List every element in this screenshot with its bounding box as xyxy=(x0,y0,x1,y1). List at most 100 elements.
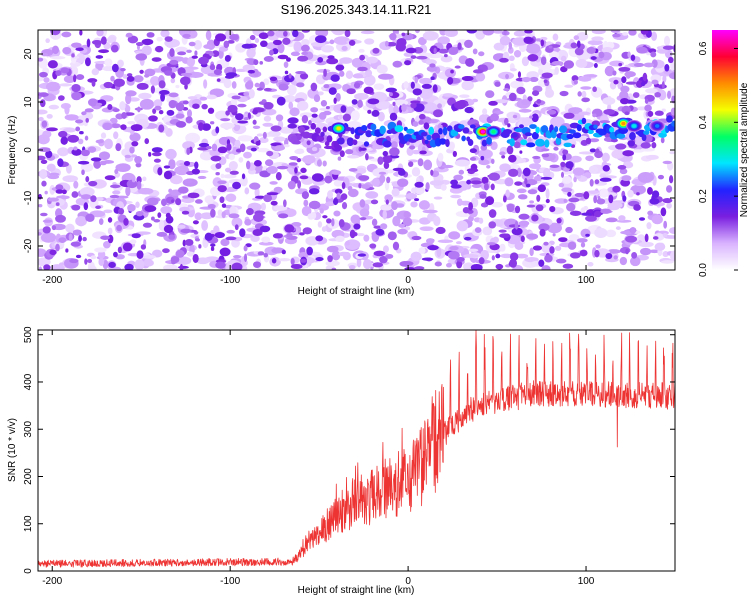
heatmap-noise-cell xyxy=(271,258,277,264)
heatmap-noise-cell xyxy=(644,104,652,112)
heatmap-noise-cell xyxy=(595,244,601,249)
heatmap-noise-cell xyxy=(63,75,76,84)
heatmap-noise-cell xyxy=(186,49,192,53)
heatmap-signal-cell xyxy=(326,135,333,143)
heatmap-noise-cell xyxy=(612,185,621,193)
heatmap-signal-cell xyxy=(641,133,647,142)
heatmap-noise-cell xyxy=(658,89,667,101)
heatmap-noise-cell xyxy=(528,163,542,170)
heatmap-noise-cell xyxy=(660,137,665,144)
heatmap-noise-cell xyxy=(221,203,227,208)
heatmap-noise-cell xyxy=(234,224,239,231)
heatmap-noise-cell xyxy=(371,218,378,227)
heatmap-y-label: Frequency (Hz) xyxy=(7,116,18,185)
heatmap-noise-cell xyxy=(590,56,597,60)
heatmap-noise-cell xyxy=(625,235,638,243)
heatmap-noise-cell xyxy=(545,198,550,204)
heatmap-noise-cell xyxy=(258,32,269,40)
heatmap-noise-cell xyxy=(478,217,484,224)
heatmap-noise-cell xyxy=(151,152,162,157)
heatmap-noise-cell xyxy=(160,92,166,102)
heatmap-noise-cell xyxy=(100,132,107,139)
heatmap-noise-cell xyxy=(576,238,588,243)
heatmap-noise-cell xyxy=(249,34,256,41)
heatmap-noise-cell xyxy=(247,69,255,74)
heatmap-noise-cell xyxy=(204,232,213,242)
heatmap-noise-cell xyxy=(621,175,632,182)
heatmap-noise-cell xyxy=(276,165,289,170)
heatmap-noise-cell xyxy=(48,104,60,110)
heatmap-noise-cell xyxy=(478,159,490,166)
heatmap-noise-cell xyxy=(569,252,581,259)
heatmap-noise-cell xyxy=(326,218,332,224)
heatmap-noise-cell xyxy=(619,247,631,254)
heatmap-noise-cell xyxy=(384,181,390,191)
heatmap-noise-cell xyxy=(137,187,154,195)
heatmap-noise-cell xyxy=(301,44,310,52)
heatmap-noise-cell xyxy=(448,231,461,240)
heatmap-noise-cell xyxy=(207,107,215,114)
heatmap-noise-cell xyxy=(543,79,548,83)
heatmap-noise-cell xyxy=(341,45,348,51)
heatmap-noise-cell xyxy=(192,253,199,263)
heatmap-noise-cell xyxy=(317,56,324,63)
heatmap-noise-cell xyxy=(638,241,654,248)
heatmap-noise-cell xyxy=(181,197,195,204)
heatmap-noise-cell xyxy=(306,246,313,256)
heatmap-noise-cell xyxy=(383,161,390,170)
heatmap-noise-cell xyxy=(375,100,391,110)
heatmap-noise-cell xyxy=(288,73,292,79)
heatmap-noise-cell xyxy=(41,120,48,128)
heatmap-noise-cell xyxy=(187,192,200,199)
heatmap-noise-cell xyxy=(210,208,216,218)
heatmap-noise-cell xyxy=(73,180,79,189)
heatmap-noise-cell xyxy=(201,123,212,131)
heatmap-noise-cell xyxy=(382,209,387,220)
heatmap-noise-cell xyxy=(184,239,194,246)
heatmap-noise-cell xyxy=(95,102,103,107)
heatmap-noise-cell xyxy=(55,214,66,223)
heatmap-noise-cell xyxy=(605,229,617,238)
heatmap-noise-cell xyxy=(508,168,519,177)
heatmap-noise-cell xyxy=(392,167,405,172)
heatmap-noise-cell xyxy=(263,56,274,62)
heatmap-noise-cell xyxy=(119,101,126,111)
heatmap-signal-cell xyxy=(445,139,450,148)
heatmap-noise-cell xyxy=(518,220,530,227)
heatmap-noise-cell xyxy=(622,195,627,202)
heatmap-noise-cell xyxy=(643,62,655,68)
heatmap-noise-cell xyxy=(240,175,248,187)
heatmap-noise-cell xyxy=(299,175,309,180)
heatmap-signal-cell xyxy=(420,131,428,137)
heatmap-noise-cell xyxy=(61,189,67,195)
heatmap-noise-cell xyxy=(170,255,180,264)
heatmap-noise-cell xyxy=(45,150,53,159)
heatmap-signal-cell xyxy=(350,127,355,135)
heatmap-noise-cell xyxy=(127,35,139,44)
heatmap-noise-cell xyxy=(326,245,339,253)
heatmap-noise-cell xyxy=(556,217,562,224)
heatmap-noise-cell xyxy=(252,125,261,130)
heatmap-noise-cell xyxy=(38,109,48,115)
heatmap-noise-cell xyxy=(187,56,196,67)
heatmap-noise-cell xyxy=(275,114,284,122)
heatmap-noise-cell xyxy=(57,158,64,167)
heatmap-noise-cell xyxy=(316,159,322,167)
heatmap-noise-cell xyxy=(317,221,323,228)
heatmap-noise-cell xyxy=(558,182,565,188)
heatmap-noise-cell xyxy=(443,54,448,58)
heatmap-noise-cell xyxy=(38,57,44,62)
heatmap-noise-cell xyxy=(429,179,445,186)
heatmap-noise-cell xyxy=(216,78,221,82)
heatmap-noise-cell xyxy=(425,182,430,191)
x-tick-label: -200 xyxy=(42,275,62,286)
heatmap-noise-cell xyxy=(475,72,486,82)
heatmap-noise-cell xyxy=(560,55,567,62)
heatmap-noise-cell xyxy=(459,94,470,99)
heatmap-noise-cell xyxy=(122,74,128,79)
heatmap-noise-cell xyxy=(521,99,530,106)
heatmap-noise-cell xyxy=(178,265,189,269)
heatmap-noise-cell xyxy=(620,98,630,105)
heatmap-noise-cell xyxy=(532,245,543,251)
heatmap-noise-cell xyxy=(90,157,102,162)
